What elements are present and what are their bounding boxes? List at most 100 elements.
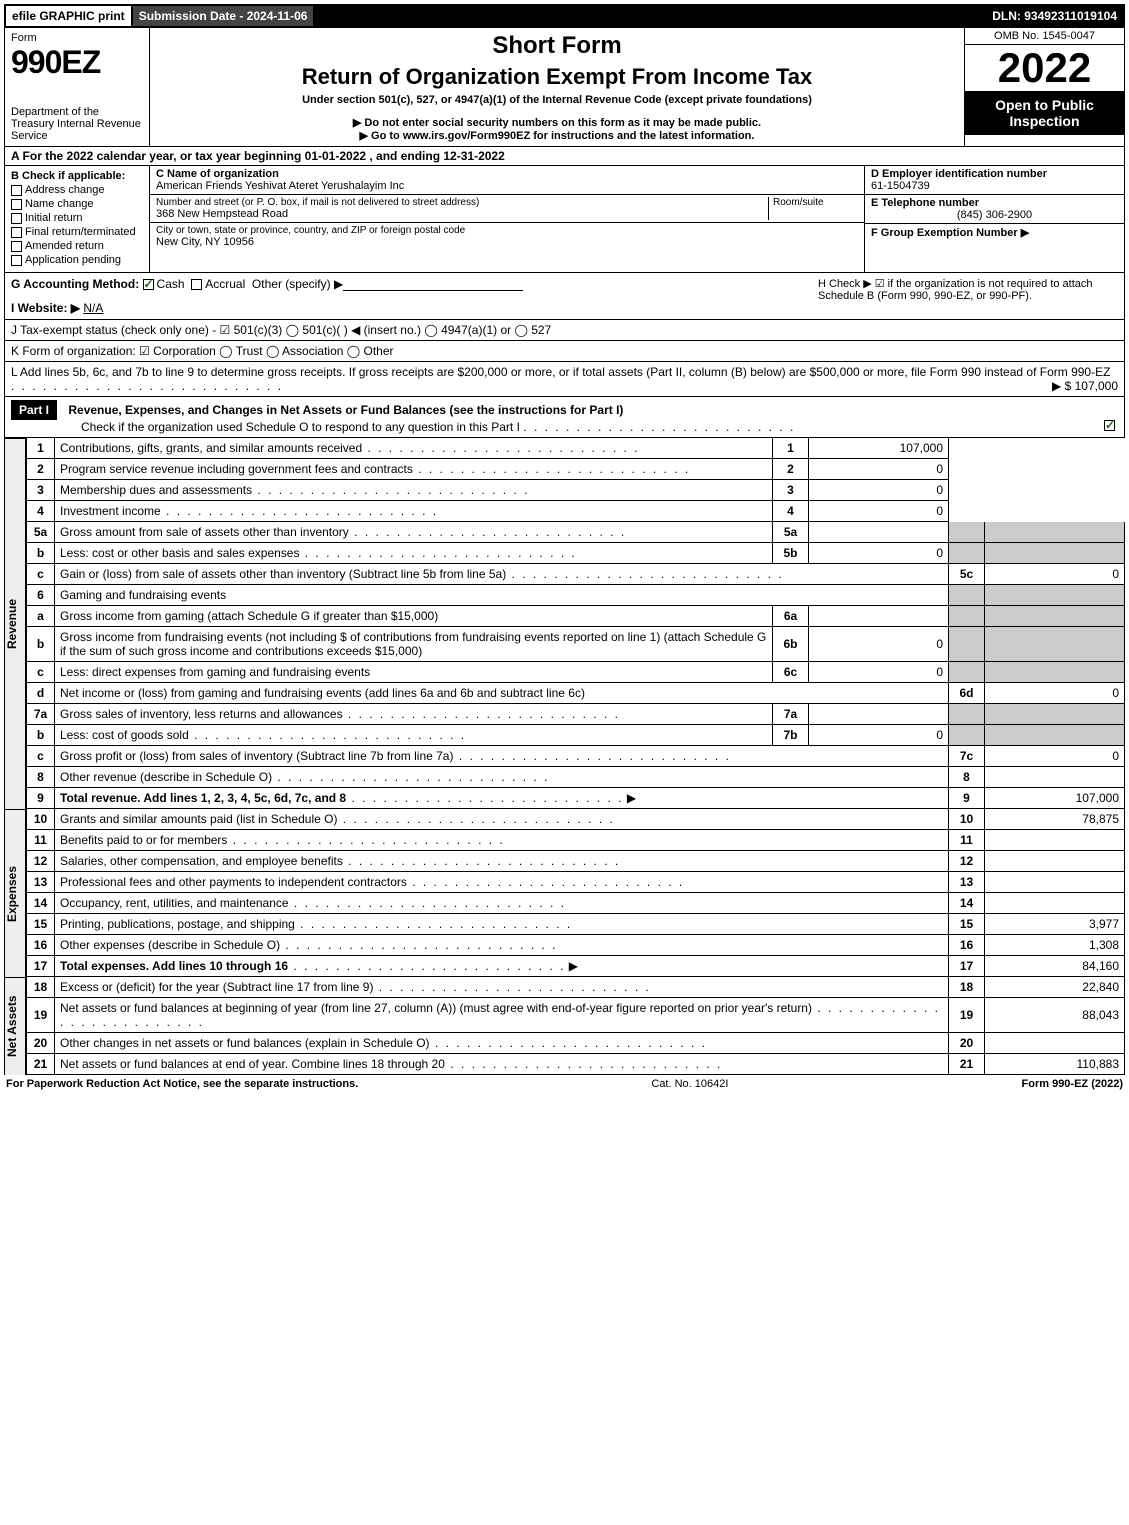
line-19-desc: Net assets or fund balances at beginning… <box>60 1001 812 1015</box>
line-6d: dNet income or (loss) from gaming and fu… <box>27 683 1125 704</box>
line-18-amount: 22,840 <box>985 977 1125 998</box>
revenue-sidelabel: Revenue <box>4 438 26 809</box>
chk-cash-label: Cash <box>157 277 185 291</box>
return-title: Return of Organization Exempt From Incom… <box>158 64 956 90</box>
box-i-label: I Website: ▶ <box>11 301 80 315</box>
line-6a-value <box>809 606 949 627</box>
line-20-amount <box>985 1033 1125 1054</box>
line-2-desc: Program service revenue including govern… <box>60 462 413 476</box>
box-def: D Employer identification number 61-1504… <box>864 166 1124 272</box>
line-4-amount: 0 <box>809 501 949 522</box>
other-specify-label: Other (specify) ▶ <box>252 277 343 291</box>
line-3-desc: Membership dues and assessments <box>60 483 252 497</box>
chk-address-change[interactable]: Address change <box>11 184 143 196</box>
box-g: G Accounting Method: Cash Accrual Other … <box>11 277 818 291</box>
header-right: OMB No. 1545-0047 2022 Open to Public In… <box>964 28 1124 146</box>
line-10: 10Grants and similar amounts paid (list … <box>27 809 1125 830</box>
box-c-street-label: Number and street (or P. O. box, if mail… <box>156 197 768 208</box>
line-7b: bLess: cost of goods sold7b0 <box>27 725 1125 746</box>
footer-form-ref: Form 990-EZ (2022) <box>1022 1078 1123 1090</box>
row-a-tax-year: A For the 2022 calendar year, or tax yea… <box>4 147 1125 166</box>
line-15-desc: Printing, publications, postage, and shi… <box>60 917 295 931</box>
chk-accrual[interactable] <box>191 279 202 290</box>
line-7a: 7aGross sales of inventory, less returns… <box>27 704 1125 725</box>
box-k: K Form of organization: ☑ Corporation ◯ … <box>4 341 1125 362</box>
line-1: 1Contributions, gifts, grants, and simil… <box>27 438 1125 459</box>
box-c-city-label: City or town, state or province, country… <box>156 225 858 236</box>
chk-application-pending[interactable]: Application pending <box>11 254 143 266</box>
short-form-title: Short Form <box>158 32 956 60</box>
line-5b-desc: Less: cost or other basis and sales expe… <box>60 546 299 560</box>
line-9-amount: 107,000 <box>985 788 1125 809</box>
line-10-desc: Grants and similar amounts paid (list in… <box>60 812 337 826</box>
line-12-amount <box>985 851 1125 872</box>
box-i: I Website: ▶ N/A <box>11 301 818 315</box>
line-13: 13Professional fees and other payments t… <box>27 872 1125 893</box>
line-2: 2Program service revenue including gover… <box>27 459 1125 480</box>
line-6c-value: 0 <box>809 662 949 683</box>
line-14: 14Occupancy, rent, utilities, and mainte… <box>27 893 1125 914</box>
net-assets-group: Net Assets 18Excess or (deficit) for the… <box>4 977 1125 1075</box>
net-assets-sidelabel: Net Assets <box>4 977 26 1075</box>
line-2-amount: 0 <box>809 459 949 480</box>
omb-number: OMB No. 1545-0047 <box>965 28 1124 45</box>
box-e-label: E Telephone number <box>871 197 979 209</box>
line-6a-desc: Gross income from gaming (attach Schedul… <box>60 609 438 623</box>
website-value: N/A <box>83 301 103 315</box>
chk-name-change[interactable]: Name change <box>11 198 143 210</box>
part1-label: Part I <box>11 400 57 420</box>
line-11-amount <box>985 830 1125 851</box>
line-7a-value <box>809 704 949 725</box>
line-14-desc: Occupancy, rent, utilities, and maintena… <box>60 896 289 910</box>
ssn-note: ▶ Do not enter social security numbers o… <box>158 116 956 129</box>
chk-final-return[interactable]: Final return/terminated <box>11 226 143 238</box>
org-street: 368 New Hempstead Road <box>156 208 768 220</box>
chk-amended-return[interactable]: Amended return <box>11 240 143 252</box>
efile-print-link[interactable]: efile GRAPHIC print <box>6 6 133 26</box>
line-12: 12Salaries, other compensation, and empl… <box>27 851 1125 872</box>
ein-value: 61-1504739 <box>871 180 930 192</box>
section-bcdef: B Check if applicable: Address change Na… <box>4 166 1125 273</box>
line-4-desc: Investment income <box>60 504 161 518</box>
form-label: Form <box>11 32 143 44</box>
expenses-table: 10Grants and similar amounts paid (list … <box>26 809 1125 977</box>
part1-header-row: Part I Revenue, Expenses, and Changes in… <box>4 397 1125 438</box>
other-specify-field[interactable] <box>343 277 523 291</box>
line-6c-desc: Less: direct expenses from gaming and fu… <box>60 665 370 679</box>
line-20-desc: Other changes in net assets or fund bala… <box>60 1036 430 1050</box>
under-section-note: Under section 501(c), 527, or 4947(a)(1)… <box>158 94 956 106</box>
line-19-amount: 88,043 <box>985 998 1125 1033</box>
org-city: New City, NY 10956 <box>156 236 858 248</box>
topbar: efile GRAPHIC print Submission Date - 20… <box>4 4 1125 28</box>
line-6: 6Gaming and fundraising events <box>27 585 1125 606</box>
part1-schedule-o-check[interactable] <box>1104 420 1115 431</box>
box-b: B Check if applicable: Address change Na… <box>5 166 150 272</box>
box-c-name-label: C Name of organization <box>156 168 279 180</box>
section-gh: G Accounting Method: Cash Accrual Other … <box>4 273 1125 320</box>
line-6b-desc: Gross income from fundraising events (no… <box>60 630 766 658</box>
chk-initial-return[interactable]: Initial return <box>11 212 143 224</box>
box-h: H Check ▶ ☑ if the organization is not r… <box>818 277 1118 315</box>
line-5c-amount: 0 <box>985 564 1125 585</box>
line-3-amount: 0 <box>809 480 949 501</box>
line-21-desc: Net assets or fund balances at end of ye… <box>60 1057 445 1071</box>
line-9: 9Total revenue. Add lines 1, 2, 3, 4, 5c… <box>27 788 1125 809</box>
tax-year: 2022 <box>965 45 1124 91</box>
line-13-desc: Professional fees and other payments to … <box>60 875 407 889</box>
dln: DLN: 93492311019104 <box>986 6 1123 26</box>
line-8-desc: Other revenue (describe in Schedule O) <box>60 770 272 784</box>
chk-cash[interactable] <box>143 279 154 290</box>
line-9-desc: Total revenue. Add lines 1, 2, 3, 4, 5c,… <box>60 791 346 805</box>
line-6b-value: 0 <box>809 627 949 662</box>
line-6d-amount: 0 <box>985 683 1125 704</box>
line-5b-value: 0 <box>809 543 949 564</box>
line-6c: cLess: direct expenses from gaming and f… <box>27 662 1125 683</box>
box-g-label: G Accounting Method: <box>11 277 139 291</box>
chk-name-change-label: Name change <box>25 198 94 210</box>
box-d-label: D Employer identification number <box>871 168 1047 180</box>
submission-date: Submission Date - 2024-11-06 <box>133 6 316 26</box>
form-header: Form 990EZ Department of the Treasury In… <box>4 28 1125 147</box>
part1-check-note: Check if the organization used Schedule … <box>81 420 520 434</box>
header-center: Short Form Return of Organization Exempt… <box>150 28 964 146</box>
line-15: 15Printing, publications, postage, and s… <box>27 914 1125 935</box>
